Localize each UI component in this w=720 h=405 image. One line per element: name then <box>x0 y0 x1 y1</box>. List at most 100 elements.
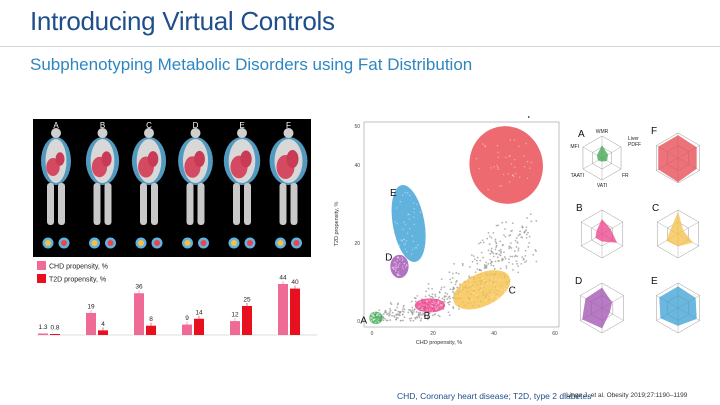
background-point <box>509 234 512 236</box>
scatter-y-axis-label: T2D propensity, % <box>334 201 340 246</box>
background-point <box>487 249 490 252</box>
background-point <box>389 308 391 310</box>
cluster-c-point <box>471 278 473 280</box>
background-point <box>516 262 518 265</box>
background-point <box>478 269 481 272</box>
cluster-e-point <box>404 242 407 245</box>
cluster-d-point <box>404 263 406 265</box>
background-point <box>483 265 486 268</box>
cluster-c-point <box>496 287 499 289</box>
cluster-f-point <box>512 175 515 177</box>
background-point <box>501 258 504 261</box>
cluster-b-point <box>434 306 436 308</box>
head <box>51 128 61 138</box>
thigh-muscle-right <box>200 240 207 246</box>
background-point <box>525 233 528 236</box>
mri-body-b <box>85 128 120 249</box>
background-point <box>500 250 502 253</box>
head <box>97 128 108 138</box>
background-point <box>419 313 422 316</box>
mri-label-d: D <box>193 121 199 130</box>
background-point <box>484 266 487 269</box>
legend-t2d-label: T2D propensity, % <box>49 277 106 284</box>
cluster-a-point <box>376 314 379 316</box>
background-point <box>490 250 493 253</box>
cluster-a-point <box>377 313 379 315</box>
background-point <box>431 288 433 290</box>
background-point <box>393 315 396 317</box>
background-point <box>412 311 415 313</box>
cluster-d-point <box>398 264 400 266</box>
background-point <box>429 295 432 298</box>
cluster-f-point <box>482 143 484 145</box>
background-point <box>426 316 429 319</box>
cluster-b-point <box>431 302 433 305</box>
cluster-d-point <box>396 259 398 262</box>
left-leg <box>186 183 194 225</box>
background-point <box>451 288 454 291</box>
background-point <box>385 319 388 322</box>
background-point <box>492 265 495 267</box>
head <box>283 128 294 138</box>
cluster-d-point <box>397 256 399 258</box>
cluster-e-point <box>406 232 409 235</box>
cluster-c-point <box>493 293 496 295</box>
background-point <box>410 317 413 320</box>
bar-f-t2d <box>290 288 300 335</box>
cluster-d-point <box>402 258 404 260</box>
background-point <box>482 241 485 244</box>
background-point <box>433 313 436 316</box>
cluster-d-point <box>393 267 395 269</box>
cluster-e-point <box>396 222 398 225</box>
cluster-f-point <box>526 177 529 180</box>
background-point <box>388 314 391 317</box>
thigh-muscle-right <box>293 240 300 246</box>
background-point <box>503 251 505 254</box>
scatter-frame <box>363 121 560 328</box>
background-point <box>528 241 531 244</box>
bar-c-chd <box>134 293 144 335</box>
background-point <box>517 271 520 274</box>
background-point <box>525 260 528 262</box>
background-point <box>414 316 416 319</box>
background-point <box>535 220 538 222</box>
cluster-c-point <box>475 294 478 296</box>
background-point <box>389 309 392 312</box>
cluster-c-point <box>501 296 504 299</box>
radar-a-profile <box>596 145 609 162</box>
cluster-b-point <box>434 302 436 304</box>
background-point <box>427 282 430 285</box>
cluster-e-point <box>413 211 415 214</box>
bar-value-f-t2d: 40 <box>291 279 299 286</box>
cluster-b-point <box>435 308 437 310</box>
cluster-c-point <box>483 279 485 282</box>
bar-value-d-chd: 9 <box>185 315 189 322</box>
cluster-a-point <box>379 314 382 317</box>
cluster-a-point <box>375 314 378 317</box>
background-point <box>493 267 496 270</box>
background-point <box>410 300 413 303</box>
cluster-e-point <box>404 248 407 250</box>
background-point <box>476 268 479 271</box>
cluster-d-point <box>392 267 394 269</box>
background-point <box>505 265 508 267</box>
cluster-c-point <box>486 282 488 285</box>
thigh-muscle-left <box>91 240 98 246</box>
cluster-b-point <box>420 308 423 311</box>
cluster-e-point <box>405 240 408 242</box>
background-point <box>440 286 443 289</box>
cluster-b-point <box>420 303 422 305</box>
cluster-b-point <box>435 303 437 306</box>
background-point <box>413 308 416 311</box>
legend-t2d-swatch <box>37 274 46 283</box>
bar-a-chd <box>38 333 48 335</box>
cluster-e-point <box>401 194 404 197</box>
cluster-a-point <box>373 318 376 320</box>
cluster-d-point <box>393 268 395 271</box>
right-leg <box>151 183 158 225</box>
background-point <box>494 248 497 251</box>
background-point <box>448 314 451 317</box>
cluster-c-point <box>481 277 483 280</box>
radar-d-profile <box>582 287 613 329</box>
cluster-c-point <box>489 296 492 299</box>
